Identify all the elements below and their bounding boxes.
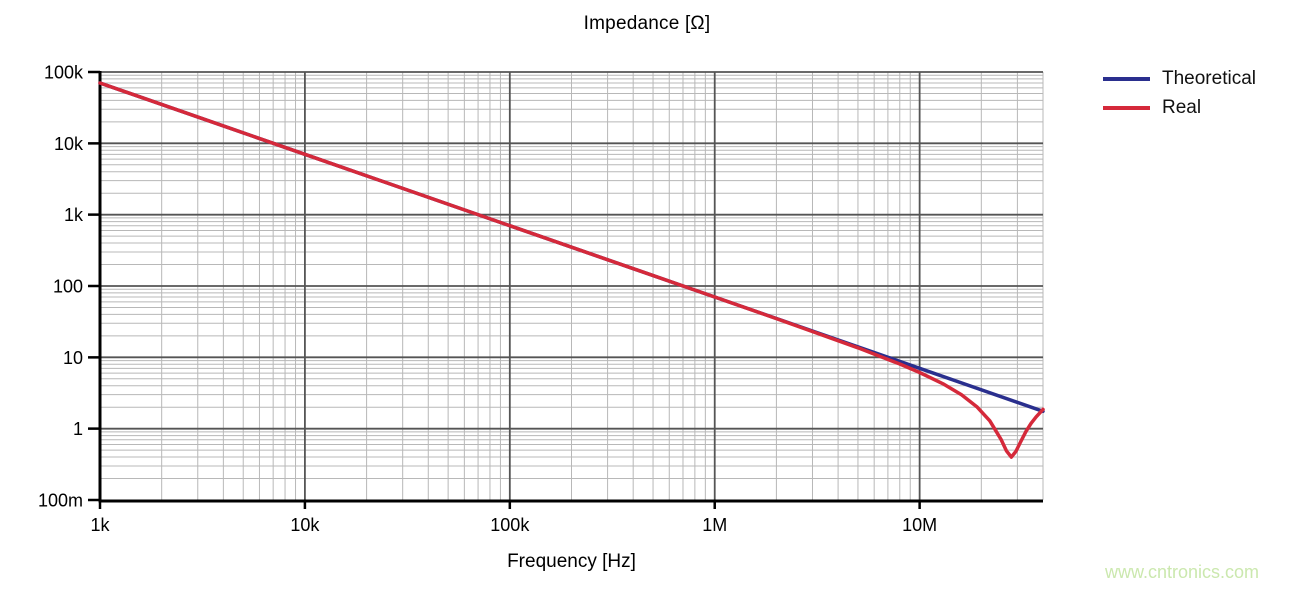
- x-axis-ticks: [98, 501, 921, 509]
- grid-major-lines: [100, 71, 1043, 500]
- x-tick-label: 10k: [290, 515, 320, 535]
- real-line-swatch: [1103, 105, 1150, 110]
- y-tick-label: 10: [63, 348, 83, 368]
- legend-label-theoretical: Theoretical: [1162, 68, 1256, 89]
- y-axis-ticks: [88, 70, 100, 502]
- x-axis-label: Frequency [Hz]: [507, 551, 636, 572]
- y-tick-label: 10k: [54, 134, 84, 154]
- legend-label-real: Real: [1162, 97, 1202, 118]
- theoretical-line-swatch: [1103, 76, 1150, 81]
- chart-title: Impedance [Ω]: [583, 13, 711, 34]
- y-tick-label: 1: [73, 419, 83, 439]
- legend: Theoretical Real: [1103, 64, 1256, 122]
- legend-item-real: Real: [1103, 93, 1256, 122]
- x-tick-label: 1k: [90, 515, 110, 535]
- y-tick-label: 100: [53, 277, 83, 297]
- watermark: www.cntronics.com: [1105, 562, 1260, 582]
- x-tick-label: 1M: [702, 515, 727, 535]
- curve-real: [98, 81, 1045, 459]
- y-tick-label: 1k: [64, 205, 84, 225]
- legend-item-theoretical: Theoretical: [1103, 64, 1256, 93]
- x-tick-label: 100k: [490, 515, 530, 535]
- y-tick-label: 100m: [38, 491, 83, 511]
- y-tick-label: 100k: [44, 63, 84, 83]
- x-tick-label: 10M: [902, 515, 937, 535]
